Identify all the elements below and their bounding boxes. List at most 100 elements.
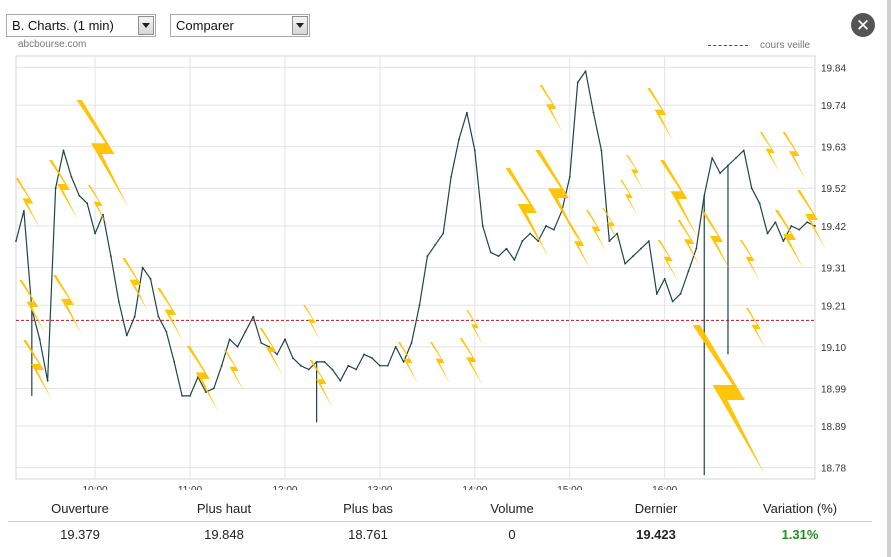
price-point — [54, 187, 57, 190]
price-point — [481, 225, 484, 227]
x-tick-label: 12:00 — [272, 485, 297, 490]
price-point — [15, 240, 17, 242]
chart-interval-select[interactable]: B. Charts. (1 min) — [6, 14, 156, 37]
lightning-bolt-icon — [23, 340, 52, 400]
price-point — [584, 70, 587, 73]
lightning-bolt-icon — [535, 150, 582, 246]
price-point — [671, 300, 674, 303]
price-point — [102, 213, 104, 216]
stat-value-low: 18.761 — [348, 527, 388, 542]
price-point — [181, 395, 184, 397]
price-point — [782, 240, 785, 242]
compare-value: Comparer — [176, 18, 234, 33]
y-tick-label: 19.74 — [821, 101, 846, 112]
price-point — [473, 149, 476, 152]
price-point — [228, 338, 231, 341]
price-point — [624, 262, 627, 265]
lightning-bolt-icon — [602, 208, 620, 244]
window-edge — [887, 0, 891, 557]
price-point — [647, 240, 650, 242]
price-point — [576, 81, 579, 84]
price-point — [758, 202, 761, 205]
price-point — [632, 255, 634, 258]
price-point — [592, 111, 595, 114]
price-point — [212, 387, 215, 390]
price-point — [418, 304, 421, 307]
price-point — [553, 228, 555, 231]
price-point — [774, 221, 777, 224]
stat-value-volume: 0 — [508, 527, 516, 542]
stat-label-last: Dernier — [584, 497, 728, 522]
price-point — [458, 138, 460, 140]
price-point — [78, 194, 81, 197]
price-point — [734, 157, 737, 159]
price-point — [244, 330, 247, 333]
price-point — [23, 209, 25, 212]
lightning-bolt-icon — [19, 280, 46, 334]
price-point — [655, 293, 658, 295]
price-point — [766, 232, 769, 235]
lightning-bolt-icon — [739, 240, 761, 282]
y-tick-label: 18.78 — [821, 464, 846, 475]
price-point — [790, 225, 793, 227]
price-point — [814, 225, 816, 227]
lightning-bolt-icon — [759, 132, 781, 174]
stat-value-opening: 19.379 — [60, 527, 100, 542]
close-icon[interactable]: ✕ — [851, 13, 875, 37]
lightning-bolt-icon — [49, 160, 78, 220]
lightning-bolt-icon — [397, 342, 419, 384]
lightning-bolt-icon — [620, 180, 638, 216]
lightning-bolt-icon — [122, 258, 149, 312]
price-point — [640, 247, 642, 250]
price-point — [339, 379, 342, 382]
lightning-bolt-icon — [87, 185, 109, 227]
price-point — [291, 357, 294, 360]
price-point — [220, 364, 223, 367]
lightning-bolt-icon — [223, 350, 245, 392]
price-point — [133, 315, 136, 318]
price-point — [521, 240, 524, 242]
price-point — [347, 364, 350, 367]
lightning-bolt-icon — [692, 325, 765, 475]
chevron-down-icon[interactable] — [292, 16, 308, 35]
y-tick-label: 19.10 — [821, 343, 846, 354]
price-point — [529, 232, 532, 235]
lightning-bolt-icon — [259, 328, 283, 376]
y-tick-label: 19.42 — [821, 222, 846, 233]
lightning-bolt-icon — [309, 360, 333, 408]
price-point — [165, 330, 168, 333]
stat-label-volume: Volume — [440, 497, 584, 522]
lightning-bolt-icon — [466, 310, 484, 346]
lightning-bolt-icon — [797, 190, 826, 250]
previous-close-legend-label: cours veille — [760, 40, 811, 51]
price-point — [117, 300, 120, 303]
stat-label-variation: Variation (%) — [728, 497, 872, 522]
price-point — [608, 240, 611, 242]
lightning-bolt-icon — [186, 346, 219, 412]
price-point — [806, 221, 808, 224]
x-tick-label: 11:00 — [178, 485, 203, 490]
price-point — [236, 345, 239, 348]
lightning-bolt-icon — [677, 220, 701, 268]
compare-select[interactable]: Comparer — [170, 14, 310, 37]
y-tick-label: 19.84 — [821, 63, 846, 74]
price-point — [299, 364, 302, 367]
stat-value-high: 19.848 — [204, 527, 244, 542]
price-point — [402, 361, 405, 363]
lightning-bolt-icon — [585, 210, 607, 252]
price-point — [545, 225, 547, 227]
lightning-bolt-icon — [459, 338, 483, 386]
y-tick-label: 19.63 — [821, 143, 846, 154]
chevron-down-icon[interactable] — [138, 16, 154, 35]
price-point — [149, 277, 152, 280]
price-point — [798, 228, 801, 231]
price-series-line — [15, 70, 816, 397]
price-point — [323, 361, 326, 363]
lightning-bolt-icon — [626, 155, 644, 191]
y-tick-label: 19.21 — [821, 301, 846, 312]
price-point — [616, 232, 619, 235]
y-tick-label: 19.52 — [821, 184, 846, 195]
lightning-bolt-icon — [76, 100, 129, 208]
price-point — [141, 266, 144, 269]
price-point — [70, 175, 73, 178]
